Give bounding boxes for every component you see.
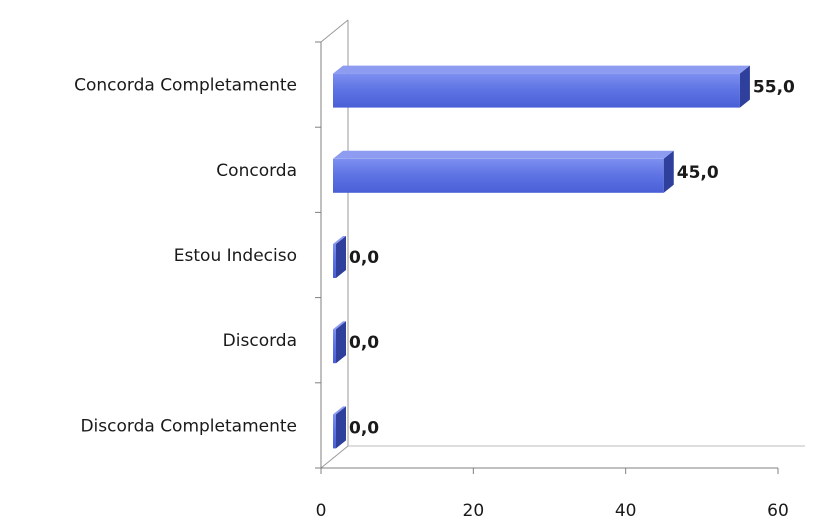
- bar-top: [333, 150, 674, 159]
- floor-depth-edge: [320, 445, 349, 469]
- bar: [333, 73, 740, 108]
- bar-top: [333, 321, 346, 330]
- data-label: 0,0: [349, 418, 379, 438]
- bar-side: [663, 150, 674, 193]
- x-tick-label: 60: [767, 501, 789, 521]
- data-label: 0,0: [349, 248, 379, 268]
- data-label: 45,0: [677, 163, 719, 183]
- bar: [333, 414, 336, 449]
- bar-side: [739, 65, 750, 108]
- bar-top: [333, 406, 346, 415]
- category-label: Concorda: [216, 161, 297, 181]
- bar-side: [336, 236, 346, 278]
- bar: [333, 158, 664, 193]
- top-depth-edge: [320, 19, 349, 43]
- x-tick-label: 20: [463, 501, 485, 521]
- category-label: Discorda: [223, 331, 297, 351]
- axes: [315, 19, 805, 474]
- category-label: Discorda Completamente: [80, 416, 297, 436]
- data-label: 55,0: [753, 78, 795, 98]
- bar: [333, 244, 336, 278]
- bar-side: [336, 406, 346, 449]
- bar-side: [336, 321, 346, 364]
- category-label: Concorda Completamente: [74, 76, 297, 96]
- bars: [333, 65, 750, 449]
- x-tick-label: 0: [316, 501, 327, 521]
- bar: [333, 329, 336, 364]
- bar-top: [333, 236, 346, 244]
- category-label: Estou Indeciso: [174, 246, 297, 266]
- data-label: 0,0: [349, 333, 379, 353]
- x-tick-label: 40: [615, 501, 637, 521]
- bar-top: [333, 65, 750, 74]
- labels: 0 20 40 60 Concorda Completamente 55,0 Concord…: [74, 76, 795, 521]
